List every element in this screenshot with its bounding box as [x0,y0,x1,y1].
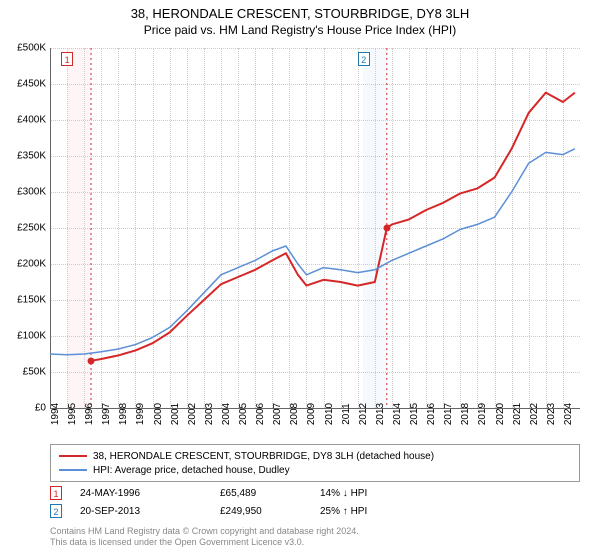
y-tick-label: £200K [17,259,46,270]
title-main: 38, HERONDALE CRESCENT, STOURBRIDGE, DY8… [0,6,600,21]
legend-row: 38, HERONDALE CRESCENT, STOURBRIDGE, DY8… [59,449,571,463]
legend-box: 38, HERONDALE CRESCENT, STOURBRIDGE, DY8… [50,444,580,482]
legend-swatch [59,469,87,471]
y-tick-label: £300K [17,187,46,198]
x-tick-label: 2006 [255,403,266,425]
y-tick-label: £250K [17,223,46,234]
sale-date: 24-MAY-1996 [80,488,220,499]
legend-row: HPI: Average price, detached house, Dudl… [59,463,571,477]
sales-table: 1 24-MAY-1996 £65,489 14% ↓ HPI 2 20-SEP… [50,484,580,520]
x-tick-label: 2024 [563,403,574,425]
chart-marker-box: 2 [358,52,370,66]
y-tick-label: £500K [17,43,46,54]
footnote: Contains HM Land Registry data © Crown c… [50,526,580,549]
chart-plot-area: £0£50K£100K£150K£200K£250K£300K£350K£400… [50,48,580,408]
x-tick-label: 2009 [306,403,317,425]
x-tick-label: 1996 [84,403,95,425]
x-tick-label: 2014 [392,403,403,425]
sale-price: £249,950 [220,506,320,517]
x-tick-label: 2008 [289,403,300,425]
y-tick-label: £100K [17,331,46,342]
x-tick-label: 2017 [443,403,454,425]
x-tick-label: 1994 [50,403,61,425]
legend-swatch [59,455,87,457]
x-tick-label: 1997 [101,403,112,425]
x-tick-label: 2019 [477,403,488,425]
x-tick-label: 2023 [546,403,557,425]
x-tick-label: 2012 [358,403,369,425]
chart-container: 38, HERONDALE CRESCENT, STOURBRIDGE, DY8… [0,0,600,560]
x-tick-label: 2003 [204,403,215,425]
sales-row: 1 24-MAY-1996 £65,489 14% ↓ HPI [50,484,580,502]
x-tick-label: 1999 [135,403,146,425]
x-tick-label: 2007 [272,403,283,425]
sale-delta: 25% ↑ HPI [320,506,460,517]
x-tick-label: 1998 [118,403,129,425]
x-tick-label: 2015 [409,403,420,425]
footnote-line: Contains HM Land Registry data © Crown c… [50,526,580,537]
series-line [91,93,575,361]
y-tick-label: £400K [17,115,46,126]
x-tick-label: 2010 [324,403,335,425]
title-sub: Price paid vs. HM Land Registry's House … [0,23,600,37]
x-tick-label: 2001 [170,403,181,425]
y-tick-label: £450K [17,79,46,90]
x-tick-label: 1995 [67,403,78,425]
chart-marker-box: 1 [61,52,73,66]
sales-row: 2 20-SEP-2013 £249,950 25% ↑ HPI [50,502,580,520]
x-tick-label: 2022 [529,403,540,425]
sale-marker-icon: 2 [50,504,62,518]
sale-date: 20-SEP-2013 [80,506,220,517]
x-tick-label: 2018 [460,403,471,425]
x-tick-label: 2000 [153,403,164,425]
x-tick-label: 2013 [375,403,386,425]
chart-lines-svg [50,48,580,408]
sale-delta: 14% ↓ HPI [320,488,460,499]
series-line [50,149,575,355]
y-tick-label: £0 [35,403,46,414]
x-tick-label: 2005 [238,403,249,425]
sale-price: £65,489 [220,488,320,499]
legend-label: HPI: Average price, detached house, Dudl… [93,465,290,476]
sale-marker-icon: 1 [50,486,62,500]
y-tick-label: £350K [17,151,46,162]
x-tick-label: 2002 [187,403,198,425]
sale-point-icon [383,225,390,232]
title-block: 38, HERONDALE CRESCENT, STOURBRIDGE, DY8… [0,0,600,37]
x-tick-label: 2016 [426,403,437,425]
y-tick-label: £50K [23,367,46,378]
y-tick-label: £150K [17,295,46,306]
x-tick-label: 2021 [512,403,523,425]
sale-point-icon [88,357,95,364]
x-tick-label: 2011 [341,403,352,425]
footnote-line: This data is licensed under the Open Gov… [50,537,580,548]
x-tick-label: 2004 [221,403,232,425]
x-tick-label: 2020 [495,403,506,425]
legend-label: 38, HERONDALE CRESCENT, STOURBRIDGE, DY8… [93,451,434,462]
